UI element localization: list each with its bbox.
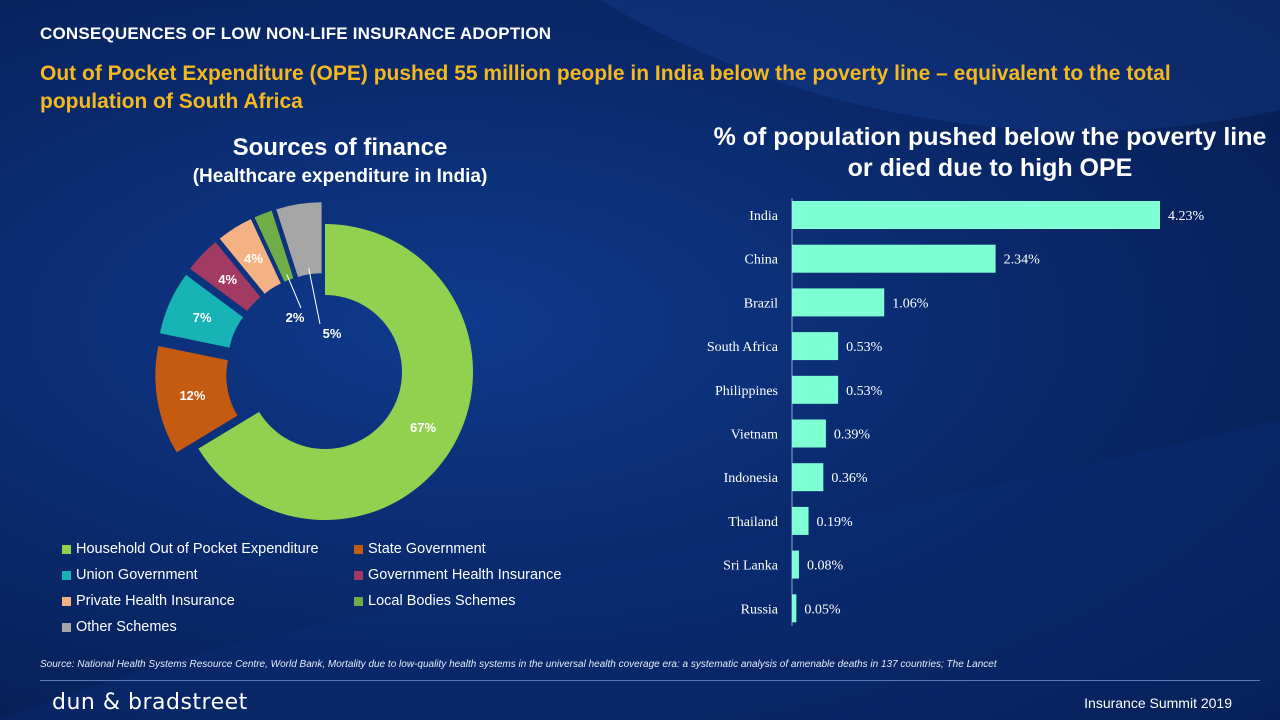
- donut-slice-5: [254, 210, 294, 282]
- footer-divider: [40, 680, 1260, 681]
- legend-item: Government Health Insurance: [354, 564, 614, 586]
- legend-item: Other Schemes: [62, 616, 354, 638]
- legend-item: State Government: [354, 538, 614, 560]
- donut-leader-6: [308, 268, 321, 325]
- donut-slice-6: [276, 202, 322, 277]
- bar-value-label: 0.05%: [804, 602, 841, 617]
- donut-label-1: 12%: [179, 388, 205, 403]
- donut-slice-2: [159, 274, 244, 348]
- bar-category-label: Russia: [741, 602, 779, 617]
- bar-value-label: 0.39%: [834, 428, 871, 443]
- donut-slice-1: [155, 346, 238, 453]
- bar-value-label: 0.53%: [846, 384, 883, 399]
- bar-category-label: India: [749, 209, 779, 224]
- event-name: Insurance Summit 2019: [1084, 695, 1232, 711]
- bar-category-label: China: [745, 253, 779, 268]
- bar-category-label: South Africa: [707, 340, 779, 355]
- donut-leader-5: [286, 274, 302, 309]
- bar-value-label: 0.08%: [807, 559, 844, 574]
- legend-label: Union Government: [76, 567, 198, 583]
- bar-8: [792, 550, 799, 579]
- donut-chart-subtitle: (Healthcare expenditure in India): [192, 166, 488, 187]
- bar-category-label: Sri Lanka: [723, 559, 779, 574]
- legend-swatch: [62, 622, 71, 632]
- legend-swatch: [354, 544, 363, 554]
- donut-slice-0: [198, 224, 473, 520]
- bar-value-label: 1.06%: [892, 296, 929, 311]
- legend-swatch: [62, 596, 71, 606]
- bar-value-label: 2.34%: [1004, 253, 1041, 268]
- donut-legend: Household Out of Pocket Expenditure State…: [62, 538, 622, 638]
- donut-chart-title: Sources of finance: [232, 134, 448, 161]
- slide-header: CONSEQUENCES OF LOW NON-LIFE INSURANCE A…: [40, 24, 552, 43]
- bar-value-label: 0.53%: [846, 340, 883, 355]
- bar-category-label: Vietnam: [731, 428, 778, 443]
- legend-swatch: [354, 570, 363, 580]
- bar-6: [792, 463, 824, 492]
- bar-5: [792, 419, 826, 448]
- legend-item: Household Out of Pocket Expenditure: [62, 538, 354, 560]
- bar-7: [792, 506, 809, 535]
- bar-chart-title: % of population pushed below the poverty…: [713, 123, 1267, 182]
- legend-label: Private Health Insurance: [76, 593, 235, 609]
- legend-label: Other Schemes: [76, 619, 177, 635]
- donut-label-2: 7%: [193, 310, 212, 325]
- donut-label-6: 5%: [323, 326, 342, 341]
- donut-label-5: 2%: [286, 310, 305, 325]
- legend-swatch: [62, 544, 71, 554]
- bar-4: [792, 375, 839, 404]
- legend-item: Local Bodies Schemes: [354, 590, 614, 612]
- donut-label-0: 67%: [410, 420, 436, 435]
- bar-1: [792, 244, 996, 273]
- bar-3: [792, 332, 839, 361]
- bar-9: [792, 594, 797, 623]
- donut-slice-3: [190, 242, 261, 311]
- legend-swatch: [62, 570, 71, 580]
- bar-value-label: 0.36%: [831, 471, 868, 486]
- slide-subtitle: Out of Pocket Expenditure (OPE) pushed 5…: [40, 62, 1171, 113]
- legend-label: Household Out of Pocket Expenditure: [76, 541, 319, 557]
- legend-label: Local Bodies Schemes: [368, 593, 516, 609]
- donut-label-3: 4%: [218, 272, 237, 287]
- bar-2: [792, 288, 885, 317]
- legend-swatch: [354, 596, 363, 606]
- bar-0: [792, 201, 1160, 229]
- bar-category-label: Thailand: [728, 515, 778, 530]
- bar-category-label: Philippines: [715, 384, 778, 399]
- source-note: Source: National Health Systems Resource…: [40, 659, 997, 670]
- donut-label-4: 4%: [244, 251, 263, 266]
- legend-label: State Government: [368, 541, 486, 557]
- bar-category-label: Indonesia: [724, 471, 779, 486]
- bar-value-label: 4.23%: [1168, 209, 1205, 224]
- legend-label: Government Health Insurance: [368, 567, 562, 583]
- donut-slice-4: [219, 219, 281, 294]
- legend-item: Private Health Insurance: [62, 590, 354, 612]
- brand-logo: dun & bradstreet: [52, 690, 248, 715]
- bar-value-label: 0.19%: [817, 515, 854, 530]
- bar-category-label: Brazil: [744, 296, 778, 311]
- legend-item: Union Government: [62, 564, 354, 586]
